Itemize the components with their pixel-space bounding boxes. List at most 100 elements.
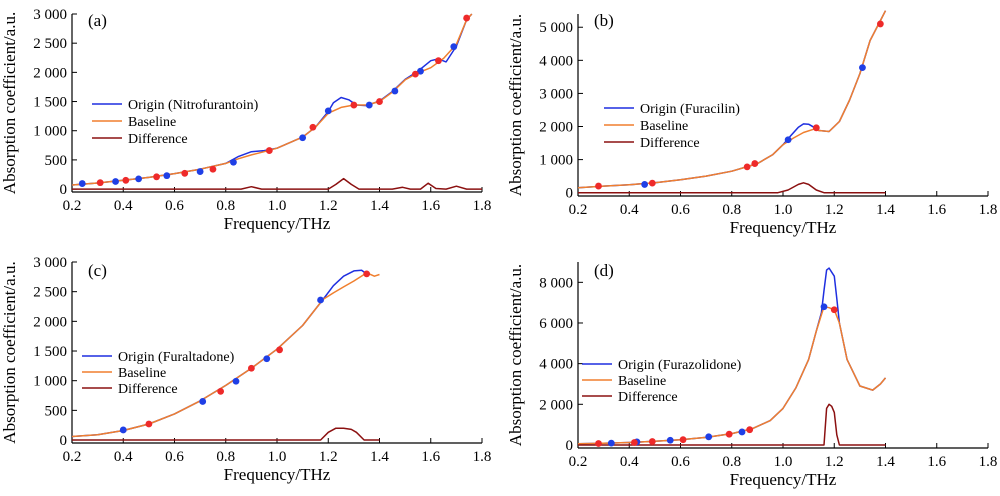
x-tick-label: 1.6: [421, 198, 440, 214]
blue-data-point: [232, 377, 240, 385]
series-line-baseline: [577, 10, 887, 189]
red-data-point: [96, 179, 104, 187]
x-tick-label: 0.2: [569, 202, 588, 218]
red-data-point: [145, 420, 153, 428]
blue-data-point: [135, 175, 143, 183]
red-data-point: [376, 98, 383, 105]
red-data-point: [746, 426, 754, 434]
red-data-point: [153, 173, 160, 181]
legend: Origin (Furacilin) Baseline Difference: [604, 102, 740, 151]
panel-label: (b): [594, 11, 614, 30]
x-tick-label: 0.2: [63, 449, 82, 465]
panel-d: 0.2 0.4 0.6 0.8 1.0 1.2 1.4 1.6 1.8 0 2 000 4 000 6 …: [506, 261, 997, 489]
x-tick-label: 0.2: [569, 454, 588, 470]
series-line-difference: [72, 427, 380, 441]
blue-data-point: [391, 87, 399, 95]
y-tick-label: 0: [60, 433, 68, 449]
y-tick-label: 0: [566, 186, 574, 202]
red-data-point: [435, 57, 442, 65]
y-tick-label: 2 000: [33, 314, 67, 330]
legend-entry: Difference: [640, 136, 700, 151]
y-tick-label: 2 500: [33, 36, 67, 52]
blue-data-point: [859, 64, 866, 72]
x-tick-label: 0.6: [165, 198, 184, 214]
series-line-difference: [578, 182, 886, 194]
y-tick-label: 2 000: [33, 65, 67, 81]
x-tick-label: 1.8: [979, 202, 998, 218]
y-axis-label: Absorption coefficient/a.u.: [506, 264, 525, 446]
blue-data-point: [820, 303, 828, 311]
blue-data-point: [641, 181, 649, 188]
legend-entry: Difference: [128, 132, 188, 147]
blue-data-point: [365, 101, 373, 109]
red-data-point: [648, 179, 656, 187]
blue-data-point: [784, 136, 792, 144]
x-tick-label: 1.0: [774, 454, 793, 470]
legend-entry: Baseline: [618, 374, 666, 389]
y-tick-label: 1 500: [33, 344, 67, 360]
legend-entry: Origin (Furazolidone): [618, 358, 742, 373]
y-tick-label: 1 000: [539, 153, 573, 169]
x-tick-label: 0.6: [165, 449, 184, 465]
x-tick-label: 1.6: [927, 454, 946, 470]
red-data-point: [181, 169, 189, 177]
x-tick-label: 1.0: [268, 198, 287, 214]
legend-entry: Baseline: [128, 115, 176, 130]
series-line-origin: [577, 267, 887, 445]
series-line-baseline: [71, 13, 473, 186]
x-tick-label: 0.8: [722, 454, 741, 470]
y-tick-label: 3 000: [33, 7, 67, 23]
red-data-point: [247, 364, 255, 372]
y-tick-label: 5 000: [539, 20, 573, 36]
red-data-point: [217, 387, 225, 395]
red-data-point: [411, 70, 419, 78]
panel-label: (d): [594, 261, 614, 280]
y-tick-label: 8 000: [539, 275, 573, 291]
x-tick-label: 1.0: [774, 202, 793, 218]
x-tick-label: 0.4: [114, 198, 133, 214]
x-tick-label: 1.4: [876, 202, 895, 218]
y-tick-label: 500: [45, 153, 68, 169]
blue-data-point: [230, 158, 237, 166]
red-data-point: [363, 270, 371, 278]
series-line-difference: [72, 177, 482, 190]
y-axis-label: Absorption coefficient/a.u.: [506, 14, 525, 196]
blue-data-point: [705, 433, 713, 441]
legend-entry: Difference: [118, 382, 178, 397]
x-tick-label: 1.4: [370, 449, 389, 465]
red-data-point: [595, 182, 602, 190]
x-tick-label: 1.0: [268, 449, 287, 465]
red-data-point: [876, 20, 884, 28]
x-tick-label: 0.8: [722, 202, 741, 218]
legend-entry: Origin (Furacilin): [640, 102, 740, 117]
x-tick-label: 1.2: [319, 198, 338, 214]
x-tick-label: 1.4: [370, 198, 389, 214]
y-tick-label: 2 000: [539, 397, 573, 413]
x-axis-label: Frequency/THz: [730, 218, 837, 237]
red-data-point: [309, 123, 317, 131]
x-tick-label: 1.2: [825, 454, 844, 470]
y-tick-label: 2 000: [539, 120, 573, 136]
x-tick-label: 0.2: [63, 198, 82, 214]
x-tick-label: 0.6: [671, 202, 690, 218]
y-tick-label: 3 000: [33, 255, 67, 271]
y-tick-label: 2 500: [33, 285, 67, 301]
red-data-point: [630, 439, 638, 446]
blue-data-point: [78, 180, 86, 187]
legend-entry: Difference: [618, 390, 678, 405]
x-tick-label: 1.8: [473, 198, 492, 214]
red-data-point: [595, 440, 602, 447]
blue-data-point: [299, 134, 307, 142]
panel-a: 0.2 0.4 0.6 0.8 1.0 1.2 1.4 1.6 1.8 0 500 1 000 1 50…: [0, 7, 491, 233]
blue-data-point: [666, 436, 674, 444]
red-data-point: [743, 163, 751, 171]
x-tick-label: 0.8: [216, 449, 235, 465]
red-data-point: [276, 346, 283, 354]
x-tick-label: 1.6: [927, 202, 946, 218]
x-tick-label: 1.2: [825, 202, 844, 218]
red-data-point: [209, 165, 217, 173]
y-tick-label: 4 000: [539, 53, 573, 69]
x-tick-label: 1.8: [979, 454, 998, 470]
